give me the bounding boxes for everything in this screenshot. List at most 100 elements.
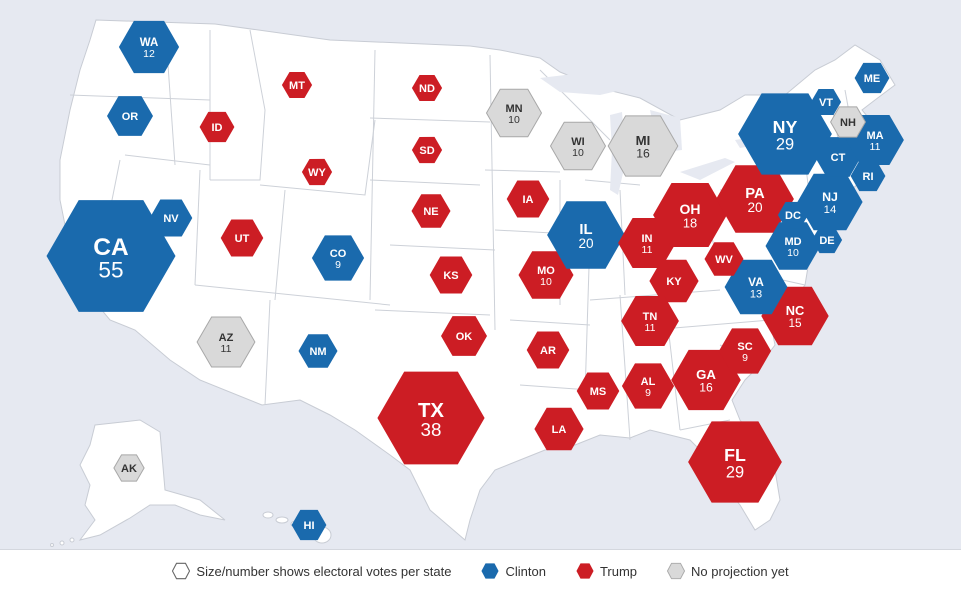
state-hex-ct[interactable]: CT xyxy=(815,137,861,177)
state-hex-shape[interactable] xyxy=(411,75,443,101)
state-hex-ri[interactable]: RI xyxy=(850,160,886,192)
state-hex-sd[interactable]: SD xyxy=(411,136,443,164)
state-hex-shape[interactable] xyxy=(301,158,333,186)
state-hex-shape[interactable] xyxy=(704,242,744,276)
state-hex-shape[interactable] xyxy=(411,194,451,228)
state-hex-shape[interactable] xyxy=(518,251,574,299)
state-hex-shape[interactable] xyxy=(830,106,866,138)
state-hex-shape[interactable] xyxy=(724,259,788,315)
state-hex-hi[interactable]: HI xyxy=(291,509,327,541)
state-hex-shape[interactable] xyxy=(621,363,675,409)
state-hex-shape[interactable] xyxy=(429,256,473,294)
state-hex-wy[interactable]: WY xyxy=(301,158,333,186)
state-hex-shape[interactable] xyxy=(534,407,584,451)
state-hex-shape[interactable] xyxy=(46,200,176,312)
state-hex-shape[interactable] xyxy=(377,371,485,465)
state-hex-shape[interactable] xyxy=(149,199,193,237)
state-hex-shape[interactable] xyxy=(815,137,861,177)
state-hex-de[interactable]: DE xyxy=(811,226,843,254)
state-hex-shape[interactable] xyxy=(618,218,676,268)
state-hex-me[interactable]: ME xyxy=(854,62,890,94)
state-hex-shape[interactable] xyxy=(765,222,821,270)
state-hex-shape[interactable] xyxy=(811,226,843,254)
state-hex-shape[interactable] xyxy=(113,454,145,482)
state-abbr-label: DC xyxy=(785,210,801,222)
state-hex-sc[interactable]: SC9 xyxy=(718,328,772,374)
state-hex-shape[interactable] xyxy=(118,20,180,74)
state-hex-shape[interactable] xyxy=(411,136,443,164)
state-hex-ky[interactable]: KY xyxy=(649,259,699,303)
state-hex-ak[interactable]: AK xyxy=(113,454,145,482)
state-hex-shape[interactable] xyxy=(291,509,327,541)
state-hex-or[interactable]: OR xyxy=(107,96,153,136)
state-hex-ks[interactable]: KS xyxy=(429,256,473,294)
state-hex-vt[interactable]: VT xyxy=(810,89,842,115)
state-hex-shape[interactable] xyxy=(506,180,550,218)
state-hex-shape[interactable] xyxy=(526,331,570,369)
state-hex-shape[interactable] xyxy=(850,160,886,192)
state-hex-shape[interactable] xyxy=(797,173,863,231)
state-hex-shape[interactable] xyxy=(854,62,890,94)
state-hex-shape[interactable] xyxy=(311,235,365,281)
state-hex-nm[interactable]: NM xyxy=(298,334,338,368)
state-hex-shape[interactable] xyxy=(607,115,679,177)
state-hex-shape[interactable] xyxy=(671,349,741,411)
state-hex-mt[interactable]: MT xyxy=(281,72,313,98)
state-hex-ms[interactable]: MS xyxy=(576,372,620,410)
state-hex-shape[interactable] xyxy=(441,316,487,356)
state-hex-shape[interactable] xyxy=(653,183,727,247)
state-hex-shape[interactable] xyxy=(738,93,832,175)
state-hex-ut[interactable]: UT xyxy=(220,219,264,257)
state-hex-id[interactable]: ID xyxy=(199,111,235,143)
state-hex-shape[interactable] xyxy=(547,201,625,269)
state-hex-dc[interactable]: DC xyxy=(777,201,809,229)
state-hex-ia[interactable]: IA xyxy=(506,180,550,218)
state-hex-nh[interactable]: NH xyxy=(830,106,866,138)
state-hex-nv[interactable]: NV xyxy=(149,199,193,237)
state-hex-shape[interactable] xyxy=(298,334,338,368)
state-hex-wv[interactable]: WV xyxy=(704,242,744,276)
state-hex-shape[interactable] xyxy=(621,296,679,346)
state-hex-nd[interactable]: ND xyxy=(411,75,443,101)
state-hex-ne[interactable]: NE xyxy=(411,194,451,228)
state-hex-shape[interactable] xyxy=(810,89,842,115)
state-hex-shape[interactable] xyxy=(549,121,607,171)
state-electoral-votes: 10 xyxy=(572,147,584,159)
state-hex-shape[interactable] xyxy=(576,372,620,410)
state-hex-shape[interactable] xyxy=(281,72,313,98)
state-hex-shape[interactable] xyxy=(716,165,794,233)
state-hex-la[interactable]: LA xyxy=(534,407,584,451)
state-hex-shape[interactable] xyxy=(199,111,235,143)
state-hex-shape[interactable] xyxy=(220,219,264,257)
state-hex-shape[interactable] xyxy=(777,201,809,229)
state-hex-shape[interactable] xyxy=(107,96,153,136)
state-hex-ar[interactable]: AR xyxy=(526,331,570,369)
state-hex-ok[interactable]: OK xyxy=(441,316,487,356)
state-hex-co[interactable]: CO9 xyxy=(311,235,365,281)
state-hex-al[interactable]: AL9 xyxy=(621,363,675,409)
state-hex-shape[interactable] xyxy=(485,88,543,138)
state-hex-shape[interactable] xyxy=(649,259,699,303)
state-hex-shape[interactable] xyxy=(196,316,256,368)
state-hex-shape[interactable] xyxy=(688,421,782,503)
state-hex-shape[interactable] xyxy=(718,328,772,374)
